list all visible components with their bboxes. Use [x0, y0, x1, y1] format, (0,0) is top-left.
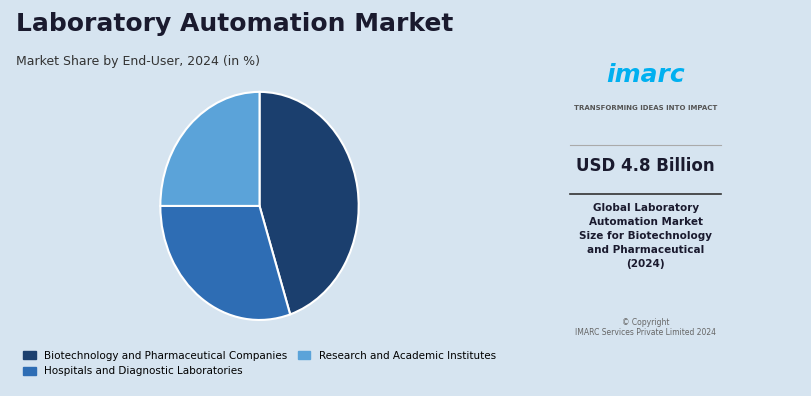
Text: imarc: imarc: [606, 63, 685, 87]
Text: © Copyright
IMARC Services Private Limited 2024: © Copyright IMARC Services Private Limit…: [575, 318, 716, 337]
Text: Global Laboratory
Automation Market
Size for Biotechnology
and Pharmaceutical
(2: Global Laboratory Automation Market Size…: [579, 203, 712, 269]
Wedge shape: [161, 92, 260, 206]
Text: TRANSFORMING IDEAS INTO IMPACT: TRANSFORMING IDEAS INTO IMPACT: [574, 105, 717, 111]
Legend: Biotechnology and Pharmaceutical Companies, Hospitals and Diagnostic Laboratorie: Biotechnology and Pharmaceutical Compani…: [19, 347, 500, 380]
Text: Laboratory Automation Market: Laboratory Automation Market: [16, 12, 453, 36]
Wedge shape: [260, 92, 358, 314]
Wedge shape: [161, 206, 290, 320]
Text: Market Share by End-User, 2024 (in %): Market Share by End-User, 2024 (in %): [16, 55, 260, 69]
Text: USD 4.8 Billion: USD 4.8 Billion: [577, 157, 715, 175]
